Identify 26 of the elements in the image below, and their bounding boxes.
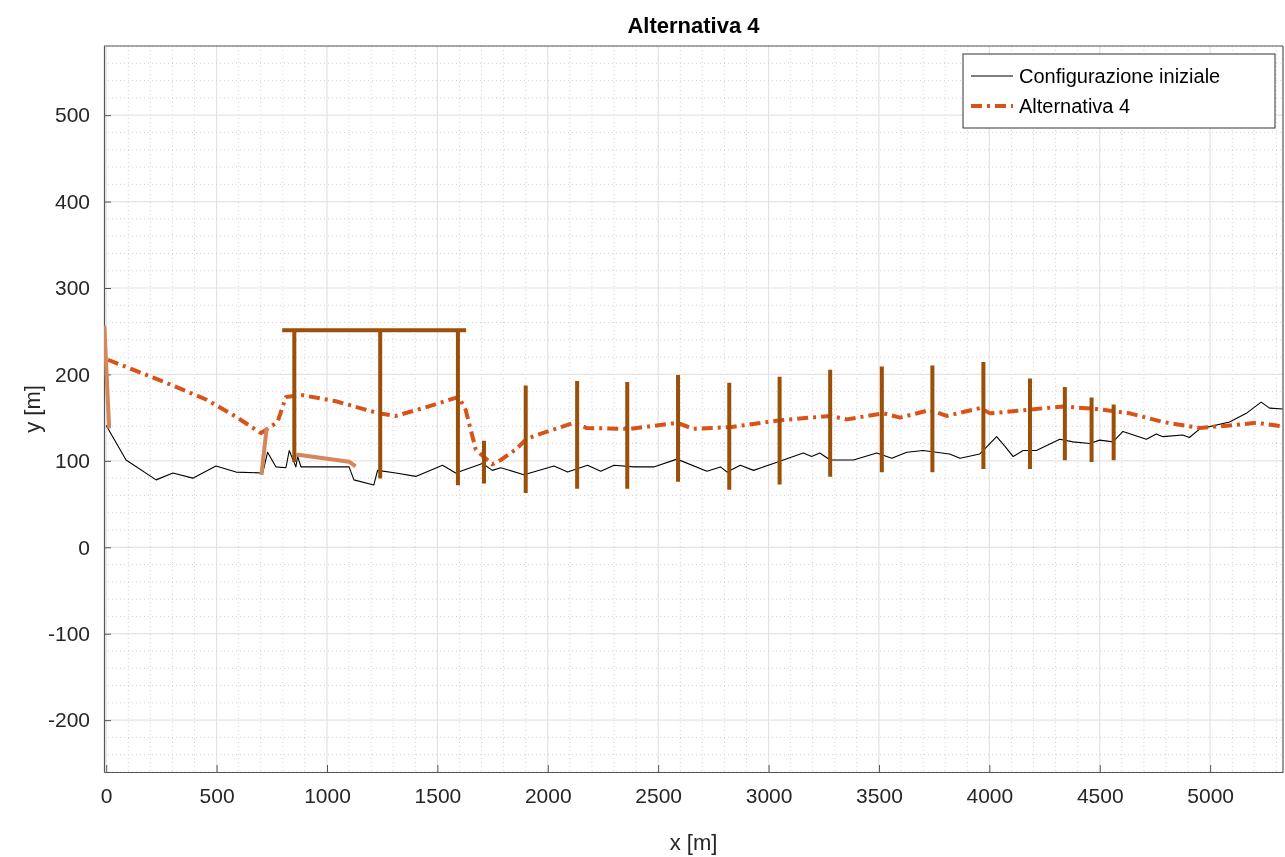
y-tick-label: 400 xyxy=(54,189,90,213)
chart-title: Alternativa 4 xyxy=(627,13,761,38)
y-tick-label: 0 xyxy=(78,535,90,559)
y-tick-label: -200 xyxy=(47,708,90,732)
y-tick-label: 300 xyxy=(54,276,90,300)
legend-label: Configurazione iniziale xyxy=(1019,65,1221,87)
x-tick-label: 4000 xyxy=(966,783,1014,807)
y-tick-label: 200 xyxy=(54,362,90,386)
line-series xyxy=(105,401,1283,486)
x-axis-title: x [m] xyxy=(669,830,718,855)
x-tick-label: 500 xyxy=(199,783,235,807)
y-axis-title: y [m] xyxy=(20,385,45,433)
x-tick-label: 0 xyxy=(100,783,113,807)
x-tick-label: 1500 xyxy=(414,783,462,807)
x-tick-label: 2500 xyxy=(635,783,683,807)
x-tick-label: 1000 xyxy=(304,783,351,807)
legend-label: Alternativa 4 xyxy=(1019,95,1131,117)
y-tick-label: 500 xyxy=(54,103,90,127)
line-series xyxy=(105,357,1283,467)
x-tick-label: 5000 xyxy=(1187,783,1234,807)
x-tick-label: 3500 xyxy=(856,783,903,807)
x-tick-label: 4500 xyxy=(1076,783,1124,807)
y-tick-label: 100 xyxy=(54,449,90,473)
y-tick-label: -100 xyxy=(47,621,90,645)
x-tick-label: 3000 xyxy=(745,783,793,807)
x-tick-label: 2000 xyxy=(524,783,572,807)
